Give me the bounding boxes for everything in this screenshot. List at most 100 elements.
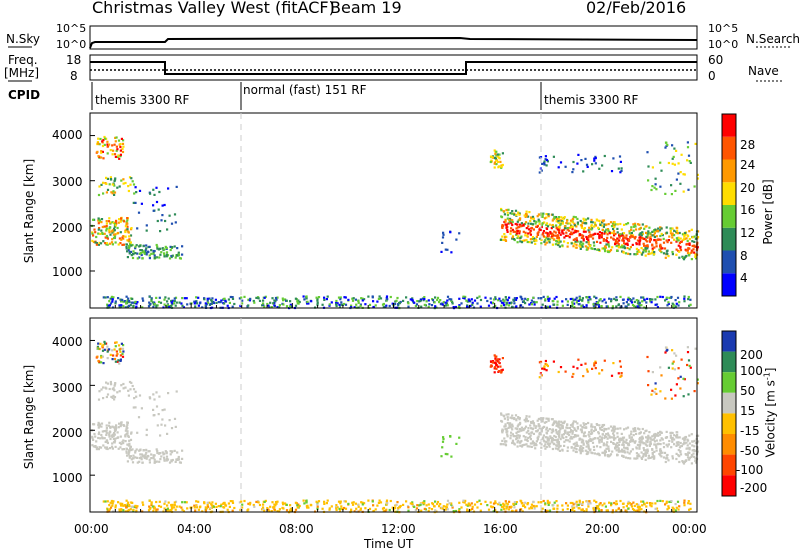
velocity-cell (108, 504, 111, 507)
power-cbar-tick-12: 12 (740, 226, 756, 240)
power-cell (552, 225, 555, 228)
velocity-cell (626, 426, 630, 429)
velocity-cell (602, 451, 605, 454)
power-cell (658, 248, 661, 251)
velocity-cell (495, 364, 498, 367)
power-cell (249, 297, 252, 300)
velocity-cell (247, 508, 250, 511)
power-cell (92, 218, 95, 221)
velocity-cell (630, 505, 633, 508)
velocity-cell (165, 458, 168, 461)
power-cell (613, 234, 616, 237)
power-cell (629, 235, 632, 239)
power-cell (575, 246, 578, 249)
power-cell (543, 221, 546, 224)
power-cell (623, 223, 626, 226)
power-cell (131, 297, 134, 300)
power-cell (152, 209, 155, 212)
velocity-cell (454, 509, 457, 513)
power-cell (655, 235, 658, 238)
velocity-cell (626, 451, 629, 454)
power-cell (557, 236, 560, 239)
power-cell (662, 252, 666, 255)
velocity-cell (335, 508, 338, 512)
power-cell (101, 140, 104, 143)
velocity-cell (208, 501, 211, 504)
velocity-cell (524, 420, 527, 423)
power-cell (640, 234, 643, 237)
velocity-cell (535, 440, 538, 443)
velocity-cell (109, 353, 112, 356)
velocity-cell (635, 447, 638, 450)
power-cell (659, 185, 662, 188)
velocity-cell (123, 504, 126, 507)
power-cell (671, 162, 674, 165)
velocity-cell (610, 429, 614, 432)
velocity-cell (114, 445, 117, 448)
power-cell (547, 305, 550, 308)
power-cell (608, 232, 611, 235)
velocity-cell (129, 447, 132, 450)
velocity-cell (344, 500, 347, 503)
power-cell (597, 227, 600, 231)
power-cell (583, 227, 586, 230)
velocity-cell (269, 505, 272, 508)
power-cell (145, 251, 148, 254)
velocity-cell (653, 440, 656, 443)
power-cell (627, 252, 630, 255)
velocity-cell (654, 443, 657, 446)
power-cell (553, 297, 556, 300)
velocity-cell (123, 424, 126, 427)
power-cell (442, 231, 445, 234)
velocity-cell (559, 428, 562, 431)
velocity-cell (129, 508, 132, 511)
power-cell (679, 249, 683, 252)
power-cell (468, 299, 471, 302)
velocity-cell (568, 426, 571, 430)
power-cell (589, 235, 592, 238)
velocity-cell (651, 435, 654, 438)
velocity-cell (444, 452, 447, 456)
velocity-cell (171, 458, 174, 462)
velocity-cell (155, 405, 159, 408)
velocity-cell (120, 384, 123, 387)
power-cell (117, 231, 120, 235)
velocity-cell (335, 506, 338, 509)
velocity-cell (646, 355, 649, 359)
power-cell (326, 295, 329, 298)
velocity-cell (686, 456, 690, 459)
power-cell (289, 303, 292, 306)
velocity-cell (546, 436, 549, 439)
velocity-cell (541, 507, 544, 510)
velocity-cell (275, 502, 278, 505)
velocity-cell (122, 382, 125, 386)
velocity-cell (111, 358, 114, 361)
power-cell (689, 161, 692, 164)
power-cell (593, 159, 596, 162)
power-cell (114, 136, 117, 139)
power-cell (608, 297, 611, 300)
power-cell (548, 241, 551, 244)
power-cell (574, 298, 577, 301)
power-cell (694, 253, 697, 256)
velocity-cell (523, 427, 527, 430)
velocity-cell (557, 370, 560, 374)
velocity-cell (684, 436, 687, 439)
power-cell (545, 305, 548, 308)
power-cell (97, 137, 100, 140)
power-cell (611, 305, 614, 308)
power-cell (136, 252, 139, 255)
velocity-cell (97, 432, 100, 436)
power-cell (106, 145, 109, 148)
velocity-cell (421, 501, 425, 504)
power-cell (598, 235, 601, 238)
power-cell (222, 297, 225, 301)
velocity-cell (117, 501, 120, 504)
velocity-cell (610, 374, 614, 377)
power-cell (514, 222, 517, 226)
power-cell (502, 299, 505, 302)
power-cell (460, 302, 463, 305)
velocity-cell (106, 500, 109, 503)
velocity-cell (476, 500, 479, 504)
